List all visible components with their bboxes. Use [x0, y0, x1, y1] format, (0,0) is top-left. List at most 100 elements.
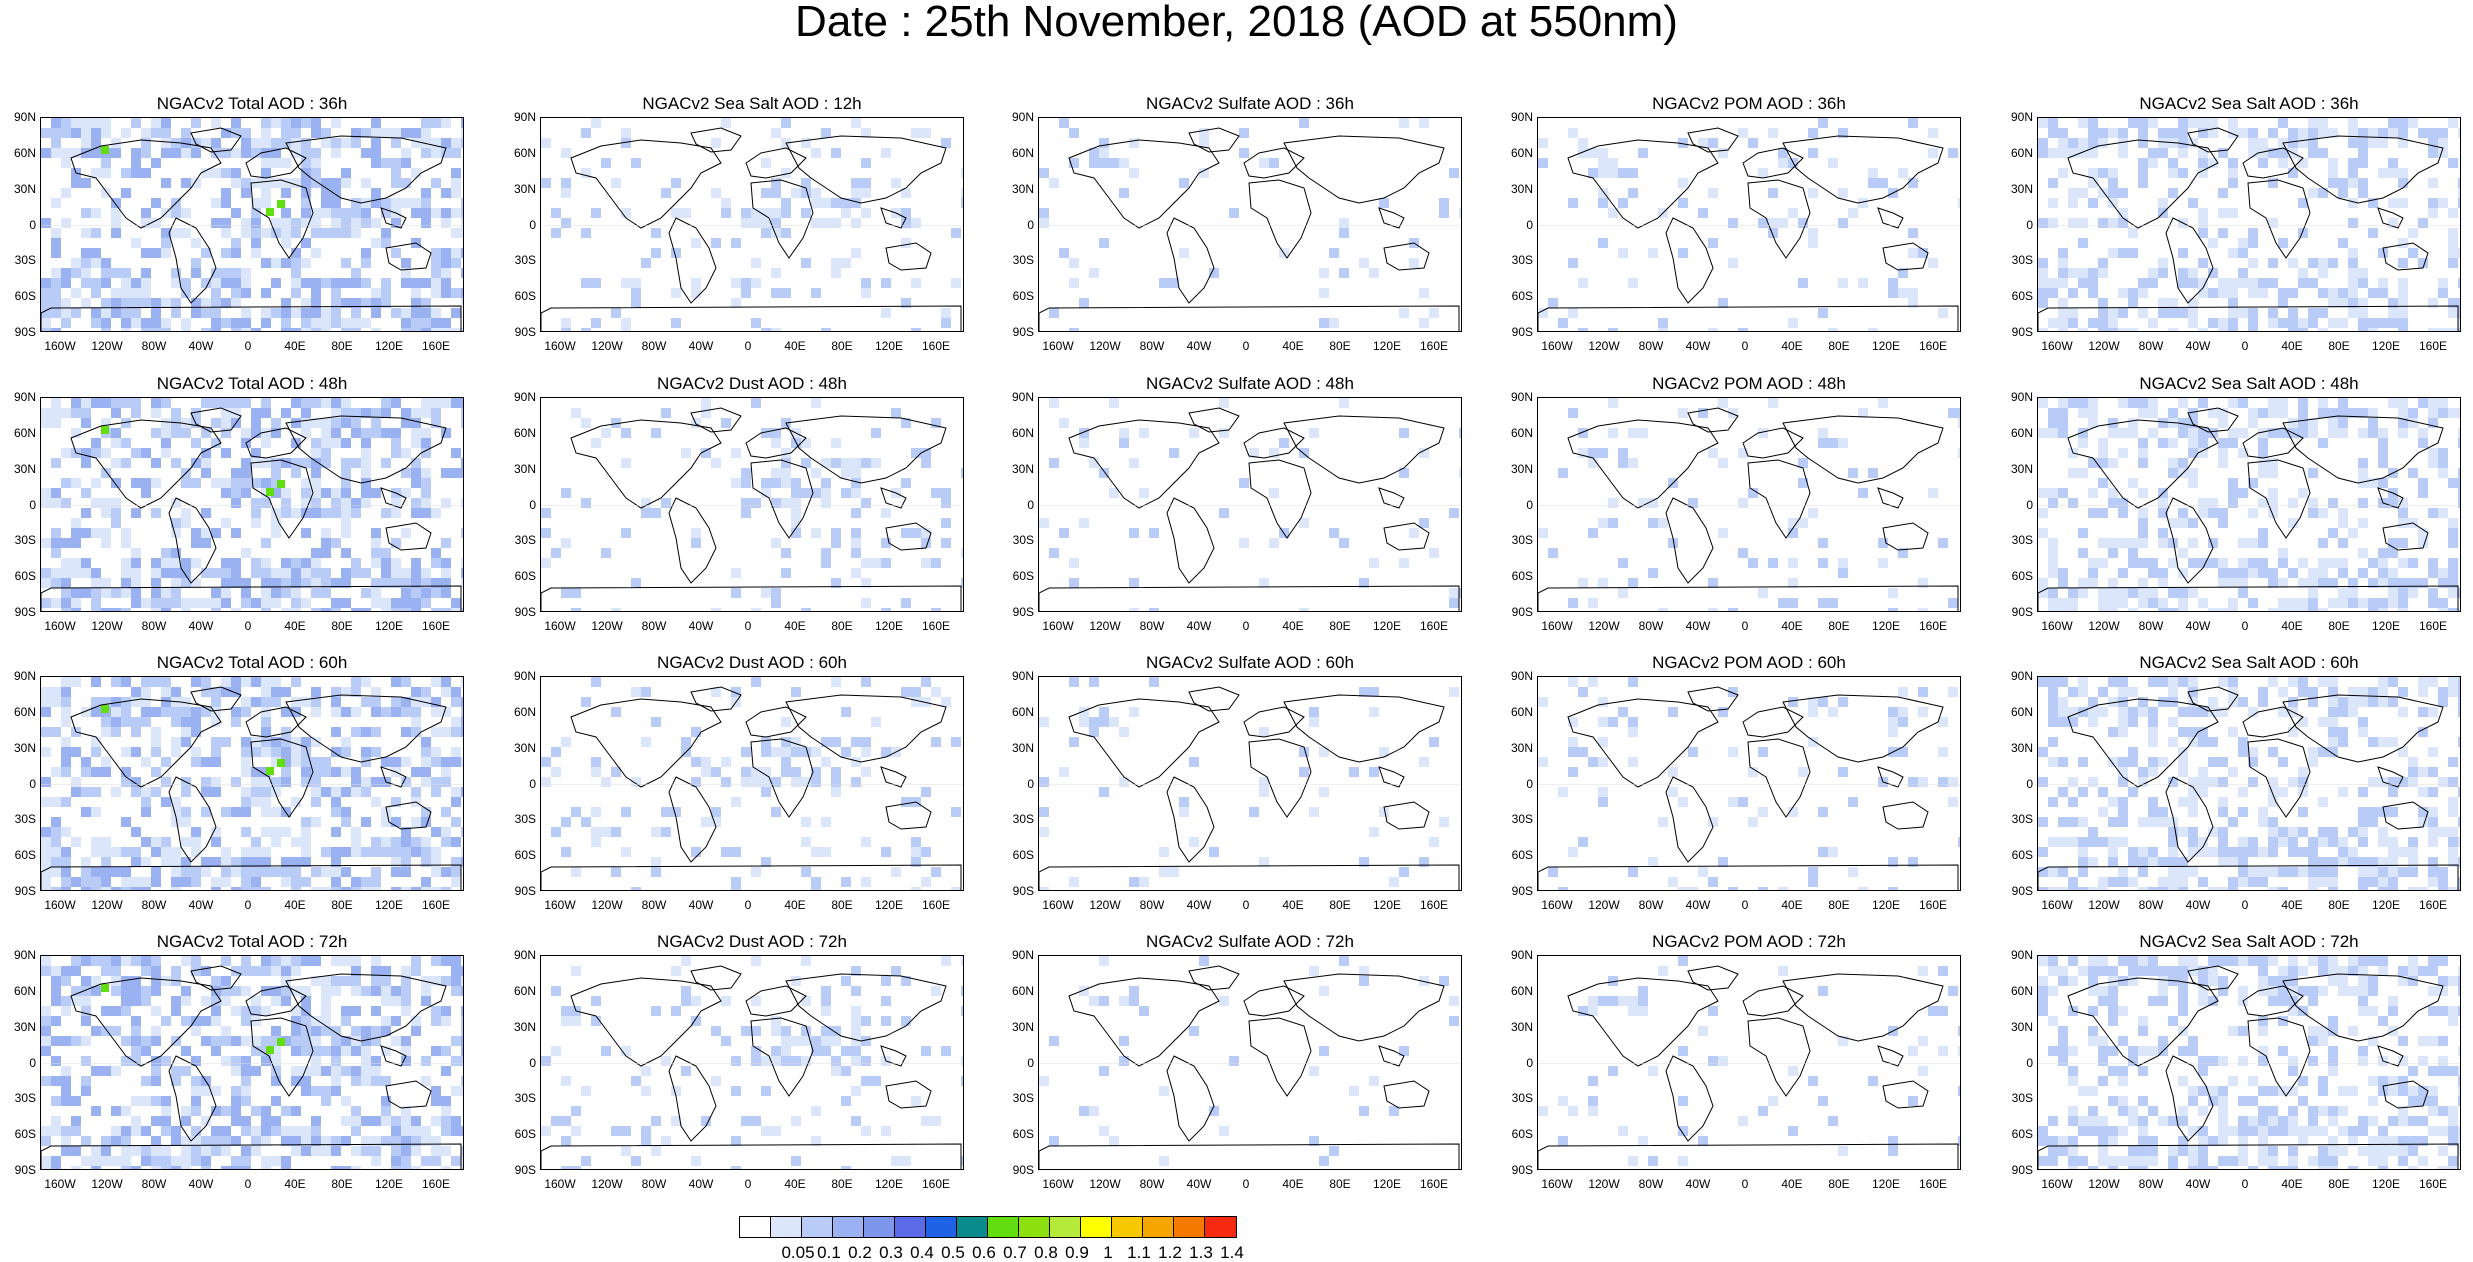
- latitude-tick-label: 90S: [496, 606, 536, 618]
- longitude-tick-label: 80W: [1132, 899, 1172, 911]
- colorbar-segment: [1112, 1217, 1143, 1237]
- latitude-tick-label: 60N: [1493, 427, 1533, 439]
- longitude-tick-label: 160W: [1537, 899, 1577, 911]
- longitude-tick-label: 120W: [2084, 340, 2124, 352]
- latitude-tick-label: 60S: [0, 570, 36, 582]
- longitude-tick-label: 40E: [775, 620, 815, 632]
- latitude-tick-label: 30N: [1993, 463, 2033, 475]
- aod-map: [541, 398, 964, 612]
- longitude-tick-label: 80W: [1631, 899, 1671, 911]
- colorbar-segment: [1081, 1217, 1112, 1237]
- longitude-tick-label: 160W: [1038, 1178, 1078, 1190]
- longitude-tick-label: 0: [228, 1178, 268, 1190]
- panel-title: NGACv2 Sea Salt AOD : 60h: [2009, 654, 2473, 672]
- colorbar-segment: [864, 1217, 895, 1237]
- latitude-tick-label: 0: [994, 499, 1034, 511]
- longitude-tick-label: 160E: [916, 620, 956, 632]
- longitude-tick-label: 160W: [540, 340, 580, 352]
- latitude-tick-label: 30S: [1493, 1092, 1533, 1104]
- latitude-tick-label: 0: [1993, 499, 2033, 511]
- latitude-tick-label: 30S: [1993, 1092, 2033, 1104]
- longitude-tick-label: 0: [1725, 1178, 1765, 1190]
- latitude-tick-label: 30S: [994, 534, 1034, 546]
- longitude-tick-label: 0: [1725, 899, 1765, 911]
- colorbar-segment: [957, 1217, 988, 1237]
- longitude-tick-label: 160W: [1038, 899, 1078, 911]
- longitude-tick-label: 40E: [2272, 1178, 2312, 1190]
- longitude-tick-label: 40E: [275, 620, 315, 632]
- colorbar-segment: [740, 1217, 771, 1237]
- longitude-tick-label: 160E: [2413, 1178, 2453, 1190]
- longitude-tick-label: 40E: [2272, 899, 2312, 911]
- aod-map: [41, 118, 464, 332]
- latitude-tick-label: 90S: [1993, 885, 2033, 897]
- longitude-tick-label: 80E: [1819, 1178, 1859, 1190]
- longitude-tick-label: 120W: [1584, 899, 1624, 911]
- aod-map: [541, 118, 964, 332]
- colorbar-segment: [1205, 1217, 1236, 1237]
- latitude-tick-label: 90N: [496, 391, 536, 403]
- map-panel: [2037, 955, 2461, 1170]
- longitude-tick-label: 80W: [134, 340, 174, 352]
- latitude-tick-label: 60S: [496, 849, 536, 861]
- latitude-tick-label: 30S: [994, 254, 1034, 266]
- longitude-tick-label: 40W: [681, 340, 721, 352]
- aod-map: [1039, 677, 1462, 891]
- latitude-tick-label: 30S: [1493, 254, 1533, 266]
- latitude-tick-label: 60N: [496, 427, 536, 439]
- aod-map: [541, 677, 964, 891]
- colorbar-label: 1.4: [1207, 1244, 1257, 1261]
- latitude-tick-label: 0: [496, 499, 536, 511]
- longitude-tick-label: 160E: [1414, 340, 1454, 352]
- colorbar-segment: [926, 1217, 957, 1237]
- latitude-tick-label: 90N: [496, 670, 536, 682]
- longitude-tick-label: 40E: [2272, 340, 2312, 352]
- longitude-tick-label: 120E: [1367, 620, 1407, 632]
- longitude-tick-label: 160E: [1414, 899, 1454, 911]
- longitude-tick-label: 120E: [2366, 340, 2406, 352]
- panel-title: NGACv2 Sulfate AOD : 72h: [1010, 933, 1490, 951]
- latitude-tick-label: 0: [994, 778, 1034, 790]
- colorbar-segment: [1050, 1217, 1081, 1237]
- panel-title: NGACv2 POM AOD : 60h: [1509, 654, 1989, 672]
- latitude-tick-label: 90N: [1493, 391, 1533, 403]
- aod-map: [41, 398, 464, 612]
- longitude-tick-label: 40E: [1273, 1178, 1313, 1190]
- longitude-tick-label: 160E: [916, 899, 956, 911]
- longitude-tick-label: 120W: [87, 1178, 127, 1190]
- longitude-tick-label: 40W: [1678, 340, 1718, 352]
- latitude-tick-label: 60N: [1993, 147, 2033, 159]
- latitude-tick-label: 30S: [994, 1092, 1034, 1104]
- longitude-tick-label: 80W: [134, 1178, 174, 1190]
- longitude-tick-label: 160E: [416, 340, 456, 352]
- longitude-tick-label: 0: [728, 1178, 768, 1190]
- aod-map: [2038, 677, 2461, 891]
- longitude-tick-label: 0: [228, 620, 268, 632]
- longitude-tick-label: 80W: [634, 1178, 674, 1190]
- latitude-tick-label: 60N: [1493, 985, 1533, 997]
- longitude-tick-label: 80W: [134, 620, 174, 632]
- longitude-tick-label: 160W: [2037, 899, 2077, 911]
- latitude-tick-label: 30N: [994, 183, 1034, 195]
- longitude-tick-label: 40W: [681, 899, 721, 911]
- longitude-tick-label: 0: [2225, 899, 2265, 911]
- latitude-tick-label: 90S: [1993, 606, 2033, 618]
- panel-title: NGACv2 Total AOD : 36h: [12, 95, 492, 113]
- longitude-tick-label: 0: [2225, 340, 2265, 352]
- latitude-tick-label: 60S: [496, 1128, 536, 1140]
- panel-title: NGACv2 POM AOD : 48h: [1509, 375, 1989, 393]
- longitude-tick-label: 160E: [1913, 620, 1953, 632]
- longitude-tick-label: 120W: [1085, 340, 1125, 352]
- colorbar: [739, 1216, 1237, 1238]
- longitude-tick-label: 80W: [1631, 1178, 1671, 1190]
- latitude-tick-label: 30S: [496, 254, 536, 266]
- latitude-tick-label: 0: [1493, 219, 1533, 231]
- longitude-tick-label: 160E: [416, 1178, 456, 1190]
- map-panel: [40, 397, 464, 612]
- longitude-tick-label: 120E: [2366, 1178, 2406, 1190]
- aod-map: [1538, 398, 1961, 612]
- panel-title: NGACv2 Sea Salt AOD : 72h: [2009, 933, 2473, 951]
- longitude-tick-label: 80E: [2319, 1178, 2359, 1190]
- longitude-tick-label: 40W: [181, 899, 221, 911]
